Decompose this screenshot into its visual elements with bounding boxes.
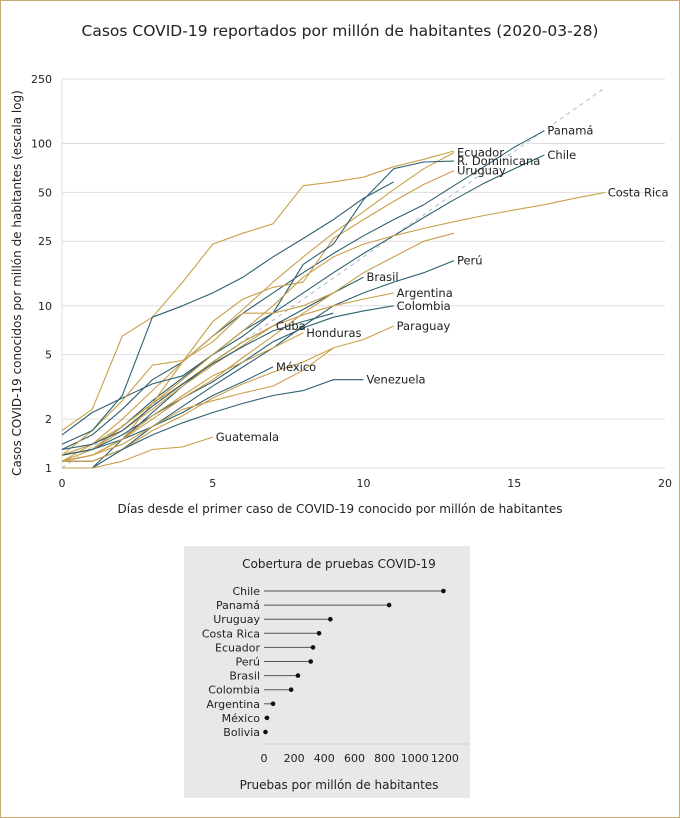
y-tick-label: 100 bbox=[31, 138, 52, 151]
series-line-r-dominicana bbox=[61, 160, 454, 436]
series-label: Panamá bbox=[547, 124, 593, 138]
series-label: Chile bbox=[547, 148, 576, 162]
coverage-chart-axes: 0 200 400 600 800 1000 1200 bbox=[261, 743, 469, 765]
series-label: Uruguay bbox=[457, 164, 506, 178]
series-label: Ecuador bbox=[457, 146, 504, 160]
y-tick-label: 25 bbox=[38, 235, 52, 248]
coverage-category-label: Argentina bbox=[206, 698, 260, 711]
coverage-category-label: Bolivia bbox=[223, 726, 260, 739]
y-tick-label: 1 bbox=[45, 462, 52, 475]
coverage-category-label: Chile bbox=[232, 585, 260, 598]
coverage-category-label: Panamá bbox=[216, 599, 260, 612]
series-line-uruguay bbox=[61, 170, 455, 462]
series-line-m-xico bbox=[61, 366, 274, 456]
series-label: México bbox=[276, 360, 316, 374]
series-label: Cuba bbox=[276, 319, 306, 333]
series-line-per- bbox=[62, 260, 455, 462]
coverage-category-label: Brasil bbox=[229, 670, 260, 683]
series-label: Honduras bbox=[306, 326, 361, 340]
series-label: Perú bbox=[457, 254, 483, 268]
coverage-category-label: Uruguay bbox=[213, 613, 260, 626]
coverage-x-tick-label: 1000 bbox=[401, 752, 429, 765]
series-label: Argentina bbox=[397, 286, 453, 300]
coverage-dot bbox=[270, 701, 276, 707]
coverage-dot bbox=[308, 659, 314, 664]
coverage-dot bbox=[310, 645, 316, 650]
series-line-cuba bbox=[61, 325, 274, 456]
series-line-unlabeled bbox=[61, 312, 334, 451]
x-tick-label: 0 bbox=[59, 477, 66, 490]
y-tick-label: 5 bbox=[45, 349, 52, 362]
series-line-unlabeled bbox=[61, 232, 455, 462]
coverage-x-tick-label: 800 bbox=[374, 752, 395, 765]
coverage-panel bbox=[184, 546, 470, 798]
series-line-guatemala bbox=[62, 436, 213, 469]
series-line-panam- bbox=[61, 130, 545, 450]
series-label: Guatemala bbox=[216, 430, 279, 444]
series-line-ecuador bbox=[61, 152, 455, 462]
coverage-x-tick-label: 0 bbox=[261, 752, 268, 765]
main-chart-series bbox=[61, 130, 605, 469]
x-tick-label: 15 bbox=[507, 477, 521, 490]
coverage-category-label: Ecuador bbox=[215, 641, 260, 654]
series-line-colombia bbox=[61, 305, 394, 456]
series-line-unlabeled bbox=[61, 347, 334, 462]
coverage-category-label: Colombia bbox=[208, 684, 260, 697]
series-label: Paraguay bbox=[397, 319, 451, 333]
series-line-paraguay bbox=[62, 325, 394, 462]
coverage-dot bbox=[288, 687, 294, 692]
coverage-category-label: Perú bbox=[235, 656, 260, 669]
coverage-category-label: Costa Rica bbox=[202, 627, 260, 640]
coverage-chart-xlabel: Pruebas por millón de habitantes bbox=[240, 778, 439, 792]
series-line-argentina bbox=[61, 292, 394, 456]
x-tick-label: 5 bbox=[209, 477, 216, 490]
coverage-x-tick-label: 400 bbox=[314, 752, 335, 765]
series-line-chile bbox=[61, 154, 545, 456]
coverage-dot bbox=[295, 673, 301, 678]
coverage-chart-title: Cobertura de pruebas COVID-19 bbox=[242, 557, 436, 571]
series-label: Costa Rica bbox=[608, 185, 669, 199]
y-tick-label: 250 bbox=[31, 73, 52, 86]
series-label: Colombia bbox=[397, 299, 451, 313]
coverage-dot bbox=[441, 588, 446, 594]
x-tick-label: 20 bbox=[658, 477, 672, 490]
coverage-x-tick-label: 600 bbox=[344, 752, 365, 765]
main-chart-title: Casos COVID-19 reportados por millón de … bbox=[82, 22, 599, 40]
series-line-unlabeled bbox=[61, 150, 455, 432]
series-label: R. Dominicana bbox=[457, 154, 540, 168]
main-chart-xlabel: Días desde el primer caso de COVID-19 co… bbox=[118, 502, 563, 516]
reference-dashed-line bbox=[61, 87, 606, 469]
y-tick-label: 50 bbox=[38, 186, 52, 199]
y-tick-label: 2 bbox=[45, 413, 52, 426]
coverage-dot bbox=[386, 602, 392, 608]
coverage-category-label: México bbox=[222, 712, 261, 725]
series-label: Venezuela bbox=[367, 373, 426, 387]
series-line-unlabeled bbox=[61, 181, 394, 445]
x-tick-label: 10 bbox=[357, 477, 371, 490]
coverage-x-tick-label: 1200 bbox=[431, 752, 459, 765]
main-chart-ylabel: Casos COVID-19 conocidos por millón de h… bbox=[10, 90, 24, 476]
reference-line bbox=[61, 87, 606, 469]
coverage-dot bbox=[263, 729, 268, 735]
coverage-dot bbox=[328, 616, 333, 622]
coverage-dot bbox=[316, 631, 322, 636]
series-line-unlabeled bbox=[61, 292, 334, 456]
series-label: Brasil bbox=[367, 270, 399, 284]
series-line-venezuela bbox=[62, 379, 364, 469]
coverage-dot bbox=[264, 715, 270, 721]
coverage-x-tick-label: 200 bbox=[284, 752, 305, 765]
y-tick-label: 10 bbox=[38, 300, 52, 313]
